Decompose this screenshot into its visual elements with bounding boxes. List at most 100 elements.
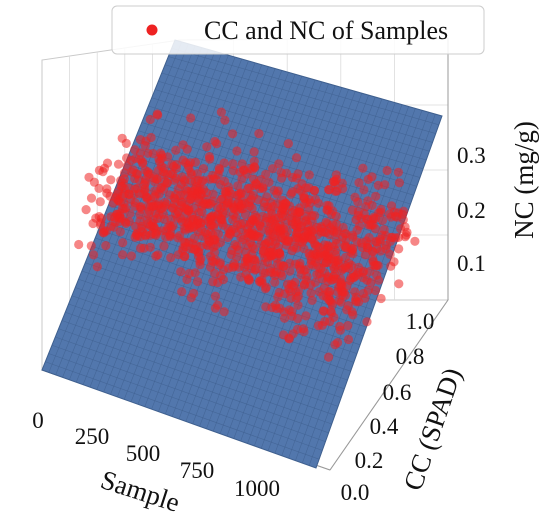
legend-marker <box>146 24 158 36</box>
data-point <box>143 219 153 229</box>
data-point <box>89 177 99 187</box>
data-point <box>282 236 292 246</box>
data-point <box>335 321 345 332</box>
data-point <box>249 147 259 157</box>
data-point <box>132 231 142 241</box>
data-point <box>126 251 137 261</box>
data-point <box>330 340 340 350</box>
data-point <box>218 220 228 230</box>
data-point <box>95 197 105 207</box>
data-point <box>367 219 377 230</box>
data-point <box>228 159 238 169</box>
data-point <box>249 244 259 254</box>
data-point <box>287 307 297 317</box>
data-point <box>273 292 283 302</box>
data-point <box>156 161 166 171</box>
data-point <box>118 250 128 260</box>
data-point <box>299 191 309 201</box>
data-point <box>330 186 340 196</box>
data-point <box>162 199 172 209</box>
data-point <box>251 178 261 189</box>
data-point <box>341 252 351 262</box>
data-point <box>370 285 381 296</box>
data-point <box>250 210 260 220</box>
data-point <box>190 157 200 167</box>
data-point <box>372 270 382 280</box>
data-point <box>250 257 260 267</box>
data-point <box>368 246 378 256</box>
data-point <box>153 250 163 260</box>
data-point <box>130 153 141 163</box>
data-point <box>293 300 303 310</box>
z-tick-label: 0.2 <box>457 198 486 223</box>
data-point <box>193 277 203 287</box>
y-tick-label: 0.4 <box>370 414 399 439</box>
data-point <box>386 212 396 222</box>
data-point <box>117 133 127 143</box>
data-point <box>319 283 329 293</box>
data-point <box>360 293 370 303</box>
data-point <box>294 261 305 271</box>
data-point <box>136 201 146 212</box>
data-point <box>267 303 277 313</box>
data-point <box>350 192 360 202</box>
data-point <box>331 211 341 221</box>
data-point <box>343 301 354 311</box>
surface-mesh-line <box>151 97 421 178</box>
data-point <box>152 174 162 184</box>
data-point <box>159 184 169 194</box>
data-point <box>178 243 188 253</box>
data-point <box>359 185 369 195</box>
data-point <box>194 197 204 207</box>
data-point <box>102 188 112 198</box>
data-point <box>184 163 194 173</box>
data-point <box>285 266 295 276</box>
data-point <box>344 263 354 273</box>
data-point <box>242 223 252 233</box>
surface-mesh-line <box>192 81 323 425</box>
data-point <box>176 267 186 277</box>
data-point <box>326 297 336 307</box>
data-point <box>127 167 137 177</box>
data-point <box>270 277 280 287</box>
data-point <box>106 175 116 185</box>
data-point <box>367 172 377 182</box>
data-point <box>370 261 380 271</box>
scatter-points <box>74 107 420 362</box>
data-point <box>293 291 303 301</box>
data-point <box>219 307 229 317</box>
data-point <box>387 201 397 211</box>
y-tick-label: 0.0 <box>341 480 370 505</box>
data-point <box>362 317 372 327</box>
data-point <box>334 295 344 305</box>
data-point <box>376 293 386 304</box>
data-point <box>288 219 298 229</box>
data-point <box>208 277 218 287</box>
data-point <box>215 213 225 223</box>
data-point <box>124 189 134 200</box>
data-point <box>216 107 226 117</box>
data-point <box>338 184 348 194</box>
data-point <box>115 227 125 237</box>
data-point <box>247 203 257 213</box>
data-point <box>310 211 320 221</box>
data-point <box>326 308 336 318</box>
data-point <box>341 229 351 239</box>
data-point <box>81 205 91 215</box>
data-point <box>354 221 365 231</box>
data-point <box>222 200 232 210</box>
data-point <box>324 352 334 362</box>
data-point <box>208 196 218 206</box>
data-point <box>113 159 124 169</box>
data-point <box>171 173 181 183</box>
data-point <box>182 274 192 285</box>
data-point <box>241 240 251 250</box>
data-point <box>218 275 228 285</box>
data-point <box>208 189 218 199</box>
data-point <box>208 242 218 252</box>
data-point <box>232 252 242 262</box>
data-point <box>220 115 230 125</box>
data-point <box>363 285 373 295</box>
data-point <box>182 144 192 154</box>
data-point <box>146 132 156 143</box>
